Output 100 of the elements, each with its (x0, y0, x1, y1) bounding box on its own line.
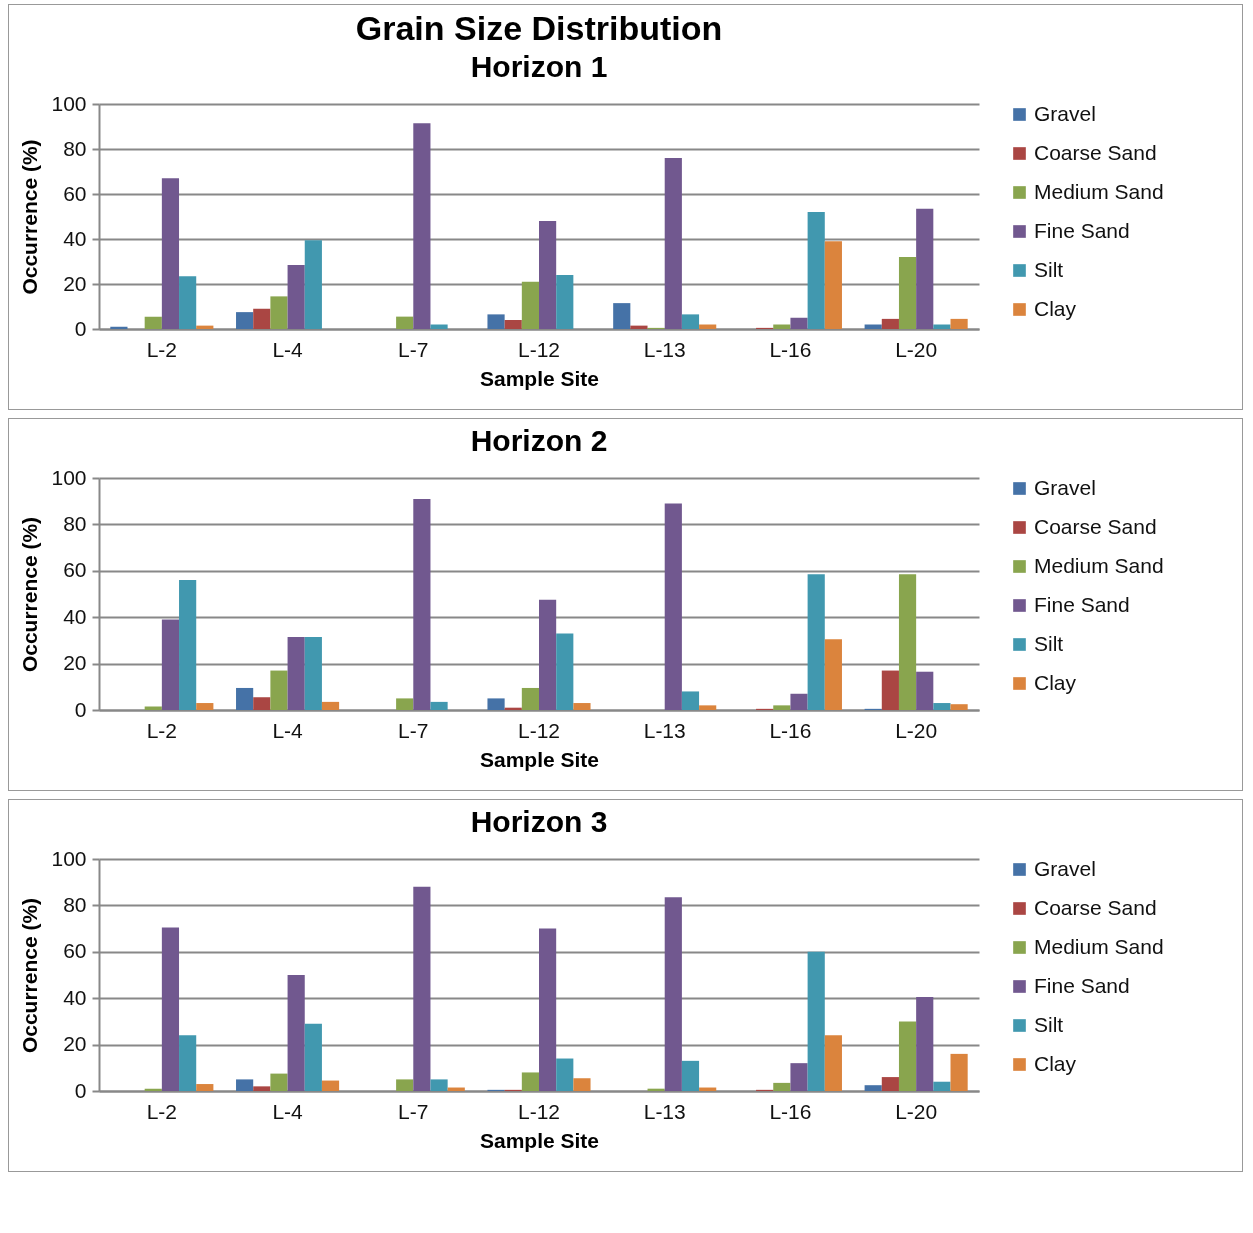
bar (161, 178, 180, 329)
bar (664, 158, 682, 329)
bar (950, 318, 968, 329)
y-tick-label: 40 (63, 226, 87, 250)
bar (790, 1063, 808, 1091)
legend-label: Coarse Sand (1034, 514, 1157, 538)
legend-label: Medium Sand (1034, 934, 1164, 958)
bar (196, 703, 214, 710)
bar (898, 257, 917, 329)
y-axis-title: Occurrence (%) (18, 139, 42, 295)
bar (161, 619, 180, 710)
bar (539, 928, 557, 1091)
bar (253, 308, 271, 329)
x-tick-label: L-20 (895, 337, 938, 361)
bar (430, 324, 448, 329)
y-tick-label: 100 (51, 91, 87, 115)
bar (430, 701, 448, 710)
x-tick-label: L-16 (769, 337, 812, 361)
y-tick-label: 40 (63, 604, 87, 628)
bar (487, 698, 505, 710)
bar (253, 1086, 271, 1091)
legend-label: Fine Sand (1034, 973, 1130, 997)
x-axis-title: Sample Site (479, 747, 600, 771)
bar (556, 633, 574, 710)
x-tick-label: L-12 (517, 1099, 561, 1123)
bar (270, 1073, 288, 1091)
bar (950, 704, 968, 710)
bar (916, 208, 934, 329)
x-tick-label: L-4 (272, 1099, 304, 1123)
bar (933, 1081, 951, 1091)
legend-label: Silt (1034, 631, 1064, 655)
bar (790, 317, 808, 329)
y-tick-label: 40 (63, 985, 87, 1009)
bar (613, 303, 631, 329)
bar (304, 636, 322, 710)
bar (807, 951, 825, 1091)
legend-label: Clay (1034, 670, 1077, 694)
x-tick-label: L-13 (643, 1099, 686, 1123)
bar (504, 320, 522, 329)
bar (396, 698, 414, 710)
y-tick-label: 20 (63, 271, 87, 295)
bar (916, 997, 934, 1091)
x-tick-label: L-4 (272, 718, 304, 742)
bar (236, 687, 254, 710)
x-axis-title: Sample Site (479, 366, 600, 390)
x-tick-label: L-16 (769, 718, 812, 742)
legend-label: Gravel (1034, 475, 1096, 499)
bar (179, 276, 197, 329)
bar (321, 701, 340, 710)
bar (881, 1077, 899, 1091)
x-axis-title: Sample Site (479, 1128, 600, 1152)
bar (681, 314, 700, 329)
bar (396, 1079, 414, 1091)
x-tick-label: L-12 (517, 337, 561, 361)
bar (664, 503, 682, 710)
bar (824, 639, 842, 710)
bar (824, 241, 842, 329)
legend-label: Clay (1034, 1051, 1077, 1075)
legend-label: Gravel (1034, 101, 1096, 125)
bar (681, 691, 700, 710)
bar (270, 670, 288, 710)
bar (521, 1072, 539, 1091)
y-axis-title: Occurrence (%) (18, 897, 42, 1054)
bar (933, 703, 951, 710)
bar (681, 1060, 700, 1091)
bar (487, 314, 505, 329)
x-tick-label: L-7 (398, 337, 429, 361)
bar (539, 599, 557, 710)
y-tick-label: 60 (63, 181, 87, 205)
legend-label: Medium Sand (1034, 179, 1164, 203)
bar (556, 1058, 574, 1091)
legend-label: Medium Sand (1034, 553, 1164, 577)
legend-label: Silt (1034, 1012, 1064, 1036)
x-tick-label: L-7 (398, 718, 429, 742)
bar (933, 324, 951, 329)
bar (773, 705, 791, 710)
bar (664, 897, 682, 1091)
legend-label: Silt (1034, 257, 1064, 281)
x-tick-label: L-2 (146, 1099, 178, 1123)
y-tick-label: 80 (63, 892, 87, 916)
bar (573, 703, 591, 710)
bar (898, 574, 917, 710)
bar (179, 1035, 197, 1091)
bar (287, 636, 305, 710)
legend-label: Fine Sand (1034, 218, 1130, 242)
legend-label: Coarse Sand (1034, 140, 1157, 164)
y-tick-label: 80 (63, 136, 87, 160)
bar (539, 221, 557, 329)
bar (321, 1080, 340, 1091)
x-tick-label: L-16 (769, 1099, 812, 1123)
y-tick-label: 80 (63, 511, 87, 535)
bar (413, 498, 431, 710)
legend-label: Fine Sand (1034, 592, 1130, 616)
bar (287, 975, 305, 1091)
bar (161, 927, 180, 1091)
y-tick-label: 100 (51, 465, 87, 489)
legend-label: Coarse Sand (1034, 895, 1157, 919)
bar (413, 123, 431, 329)
bar (179, 580, 197, 710)
bar (916, 671, 934, 710)
